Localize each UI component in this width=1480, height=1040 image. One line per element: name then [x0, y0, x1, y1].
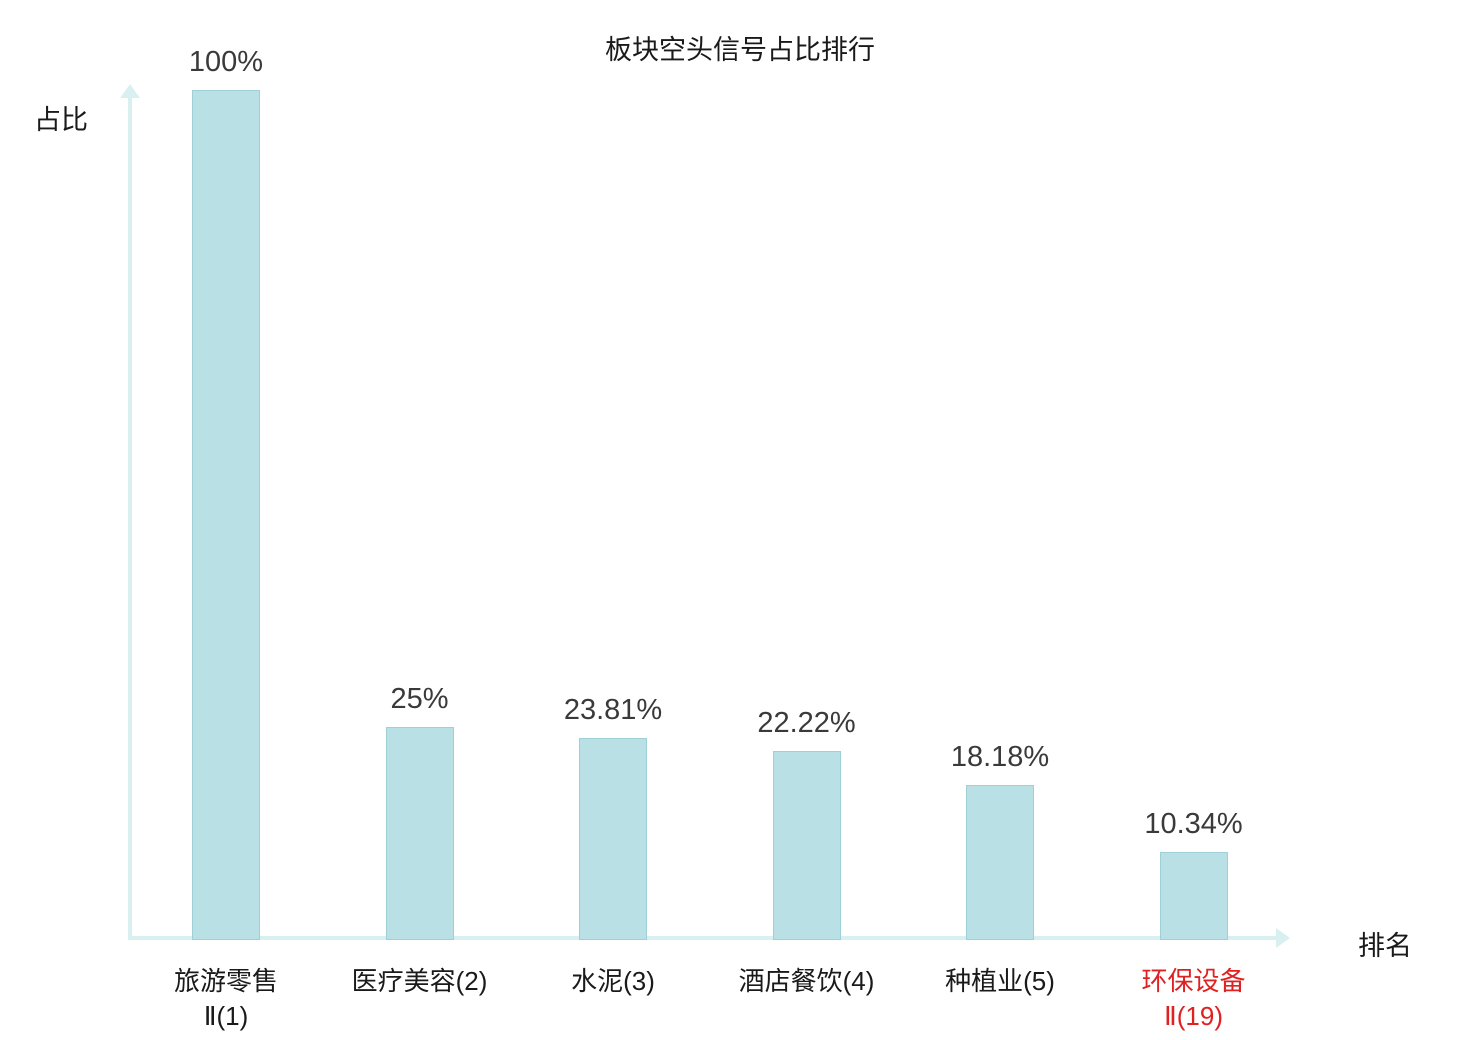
bar-category-label: 环保设备 Ⅱ(19) [1141, 966, 1246, 1032]
bar [1159, 852, 1228, 940]
bar-category-label: 旅游零售 Ⅱ(1) [173, 966, 278, 1032]
y-axis-label: 占比 [34, 105, 88, 135]
chart-title: 板块空头信号占比排行 [605, 35, 875, 65]
x-axis-arrow-icon [1276, 928, 1290, 948]
bar-value-label: 18.18% [950, 741, 1050, 773]
bar-value-label: 10.34% [1144, 808, 1243, 840]
x-axis-line [130, 936, 1278, 940]
bar-category-label: 种植业(5) [945, 966, 1055, 996]
y-axis-line [128, 96, 132, 940]
bar-category-label: 水泥(3) [571, 966, 655, 996]
bar-category-label: 酒店餐饮(4) [738, 966, 875, 996]
x-axis-label: 排名 [1358, 931, 1412, 961]
bar [385, 727, 454, 940]
bar-value-label: 25% [390, 683, 449, 715]
bar [772, 751, 841, 940]
bar [192, 90, 260, 940]
bar-category-label: 医疗美容(2) [351, 966, 488, 996]
bar-value-label: 100% [188, 46, 264, 78]
bar [966, 785, 1034, 940]
bar-value-label: 23.81% [563, 694, 663, 726]
bar-value-label: 22.22% [757, 707, 856, 739]
y-axis-arrow-icon [120, 84, 140, 98]
bar [579, 738, 647, 940]
